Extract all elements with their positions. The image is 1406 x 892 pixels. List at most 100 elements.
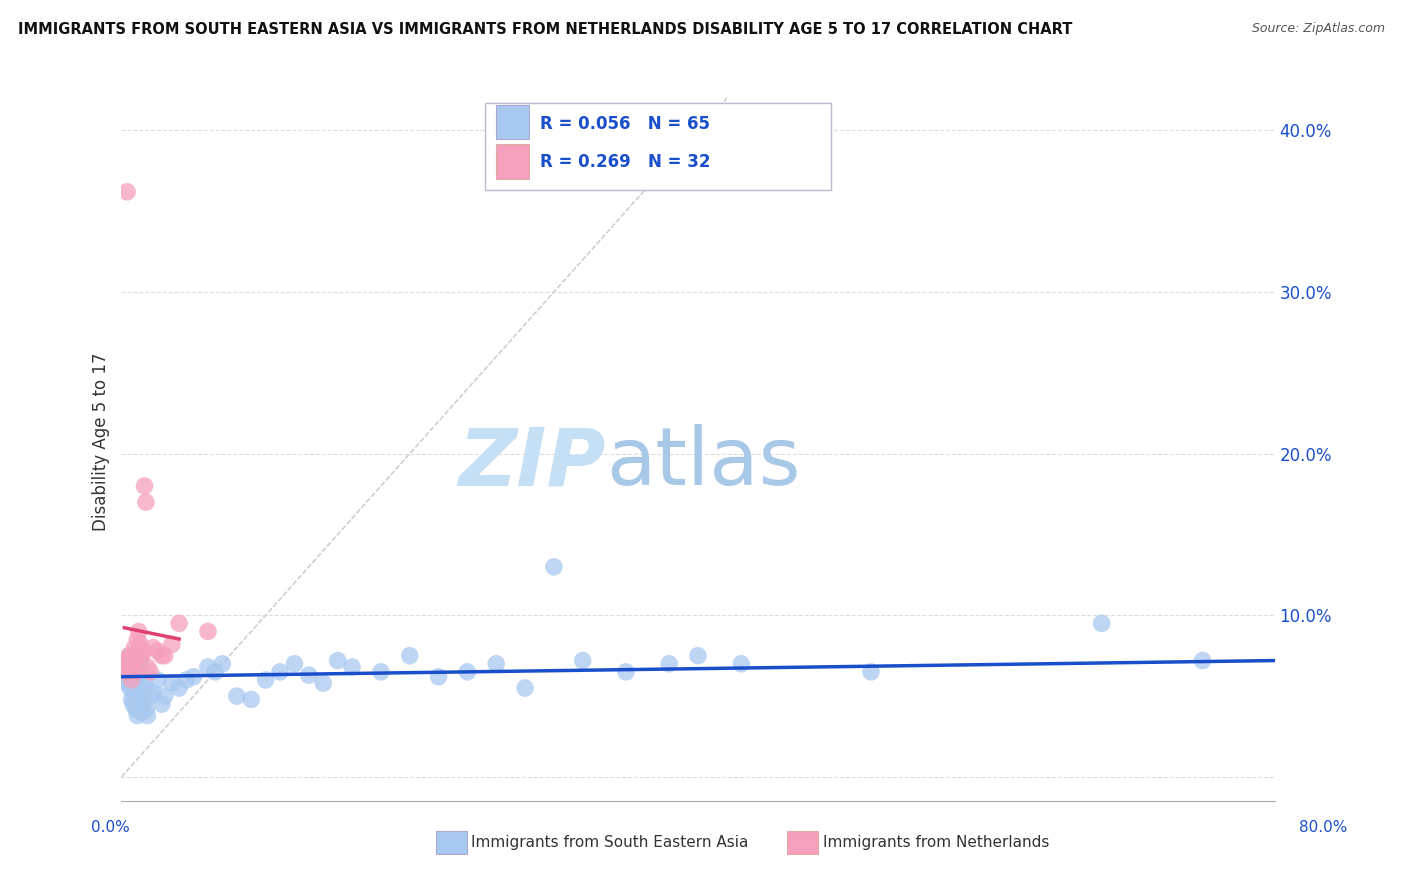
Point xyxy=(139,689,162,703)
Point xyxy=(153,689,176,703)
Point xyxy=(121,673,143,687)
Point xyxy=(127,632,149,647)
Point xyxy=(120,648,142,663)
FancyBboxPatch shape xyxy=(496,145,529,179)
Point xyxy=(122,654,145,668)
Point xyxy=(129,637,152,651)
Point xyxy=(112,660,135,674)
Point xyxy=(128,689,150,703)
Point xyxy=(129,654,152,668)
Point xyxy=(1191,654,1213,668)
Point xyxy=(254,673,277,687)
Text: atlas: atlas xyxy=(606,424,800,502)
Point xyxy=(398,648,420,663)
Point xyxy=(115,665,138,679)
Point xyxy=(128,624,150,639)
Point xyxy=(136,660,159,674)
Point xyxy=(117,648,139,663)
Point xyxy=(125,702,148,716)
Point xyxy=(240,692,263,706)
Point xyxy=(122,670,145,684)
Point xyxy=(135,702,157,716)
Point xyxy=(160,637,183,651)
Point xyxy=(139,665,162,679)
Point xyxy=(153,648,176,663)
Point xyxy=(125,665,148,679)
Point xyxy=(326,654,349,668)
Point xyxy=(658,657,681,671)
Point xyxy=(117,668,139,682)
Point xyxy=(298,668,321,682)
Point xyxy=(129,692,152,706)
Point xyxy=(131,648,153,663)
Point xyxy=(176,673,198,687)
Point xyxy=(686,648,709,663)
Point xyxy=(112,660,135,674)
Point xyxy=(340,660,363,674)
Point xyxy=(146,644,169,658)
Text: IMMIGRANTS FROM SOUTH EASTERN ASIA VS IMMIGRANTS FROM NETHERLANDS DISABILITY AGE: IMMIGRANTS FROM SOUTH EASTERN ASIA VS IM… xyxy=(18,22,1073,37)
Point xyxy=(122,665,145,679)
Point xyxy=(127,681,149,695)
Text: R = 0.269   N = 32: R = 0.269 N = 32 xyxy=(540,153,710,171)
Point xyxy=(131,706,153,720)
Point xyxy=(121,660,143,674)
Point xyxy=(370,665,392,679)
Text: ZIP: ZIP xyxy=(458,424,606,502)
Point xyxy=(117,665,139,679)
Point xyxy=(312,676,335,690)
Point xyxy=(128,665,150,679)
Text: 80.0%: 80.0% xyxy=(1299,821,1347,835)
Point xyxy=(456,665,478,679)
Point xyxy=(485,657,508,671)
Point xyxy=(115,185,138,199)
Text: Immigrants from Netherlands: Immigrants from Netherlands xyxy=(823,836,1049,850)
Point xyxy=(614,665,637,679)
Point xyxy=(142,686,165,700)
Point xyxy=(136,708,159,723)
Text: Source: ZipAtlas.com: Source: ZipAtlas.com xyxy=(1251,22,1385,36)
Point xyxy=(132,697,155,711)
FancyBboxPatch shape xyxy=(485,103,831,190)
Point xyxy=(146,673,169,687)
Point xyxy=(142,640,165,655)
Point xyxy=(115,660,138,674)
Point xyxy=(120,652,142,666)
Point xyxy=(121,692,143,706)
Point xyxy=(197,660,219,674)
Point xyxy=(167,681,190,695)
Point xyxy=(114,654,136,668)
Point xyxy=(183,670,205,684)
Point xyxy=(730,657,752,671)
Point xyxy=(167,616,190,631)
Point xyxy=(114,673,136,687)
Point xyxy=(132,681,155,695)
Point xyxy=(128,644,150,658)
Point xyxy=(122,697,145,711)
Point xyxy=(160,676,183,690)
Point xyxy=(150,648,173,663)
Point xyxy=(859,665,882,679)
Text: Immigrants from South Eastern Asia: Immigrants from South Eastern Asia xyxy=(471,836,748,850)
Point xyxy=(114,665,136,679)
Point xyxy=(571,654,593,668)
Point xyxy=(120,681,142,695)
Point xyxy=(114,654,136,668)
Point xyxy=(125,652,148,666)
Point xyxy=(427,670,450,684)
Point xyxy=(124,657,146,671)
Point xyxy=(269,665,291,679)
Point xyxy=(132,644,155,658)
FancyBboxPatch shape xyxy=(496,105,529,139)
Point xyxy=(1091,616,1114,631)
Text: R = 0.056   N = 65: R = 0.056 N = 65 xyxy=(540,114,710,133)
Point xyxy=(211,657,233,671)
Point xyxy=(204,665,226,679)
Point xyxy=(115,676,138,690)
Text: 0.0%: 0.0% xyxy=(91,821,131,835)
Point xyxy=(127,708,149,723)
Y-axis label: Disability Age 5 to 17: Disability Age 5 to 17 xyxy=(93,352,110,531)
Point xyxy=(543,559,565,574)
Point xyxy=(225,689,247,703)
Point xyxy=(124,640,146,655)
